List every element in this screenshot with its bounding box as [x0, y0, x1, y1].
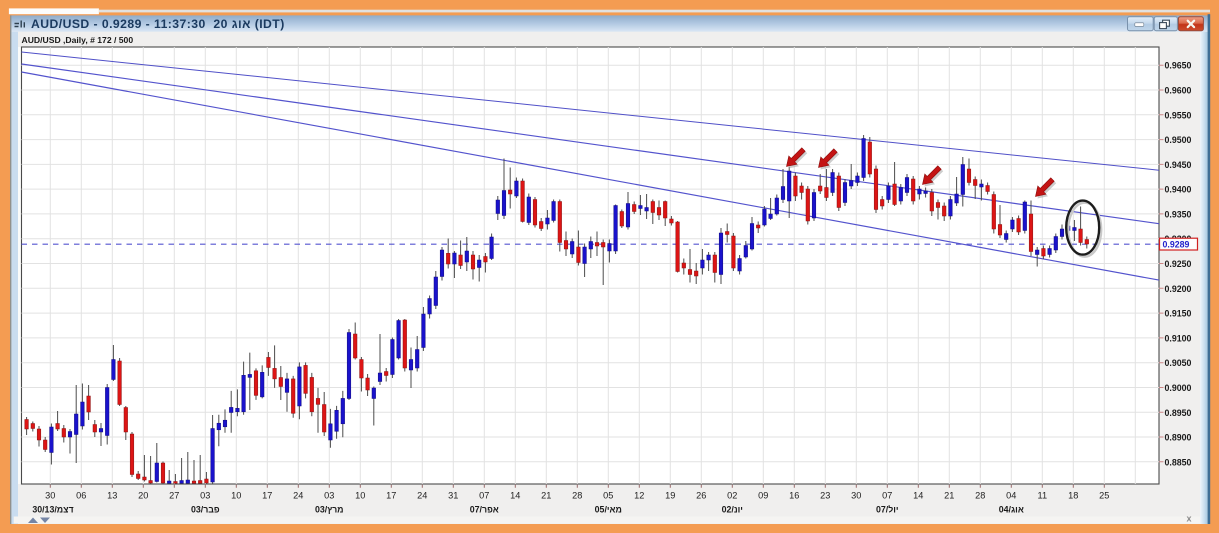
svg-text:10: 10 [231, 491, 241, 501]
svg-text:03/פבר: 03/פבר [191, 505, 220, 515]
svg-text:06: 06 [76, 491, 86, 501]
svg-text:17: 17 [262, 491, 272, 501]
svg-text:28: 28 [975, 491, 985, 501]
svg-text:10: 10 [355, 491, 365, 501]
svg-text:30/13/דצמ: 30/13/דצמ [32, 505, 73, 515]
svg-text:07: 07 [882, 491, 892, 501]
svg-text:05/מאי: 05/מאי [595, 505, 622, 515]
svg-text:0.8900: 0.8900 [1165, 433, 1192, 443]
svg-text:21: 21 [944, 491, 954, 501]
svg-text:03: 03 [200, 491, 210, 501]
svg-text:x: x [1186, 514, 1191, 524]
svg-text:0.9050: 0.9050 [1165, 358, 1192, 368]
svg-text:03/מרץ: 03/מרץ [315, 505, 344, 515]
svg-text:09: 09 [758, 491, 768, 501]
svg-text:0.8950: 0.8950 [1165, 408, 1192, 418]
svg-text:19: 19 [665, 491, 675, 501]
svg-text:0.9200: 0.9200 [1165, 284, 1192, 294]
svg-text:03: 03 [324, 491, 334, 501]
svg-text:20: 20 [138, 491, 148, 501]
svg-text:0.9000: 0.9000 [1165, 383, 1192, 393]
svg-text:31: 31 [448, 491, 458, 501]
svg-text:13: 13 [107, 491, 117, 501]
svg-text:0.9150: 0.9150 [1165, 309, 1192, 319]
svg-text:28: 28 [572, 491, 582, 501]
svg-text:02: 02 [727, 491, 737, 501]
svg-text:14: 14 [913, 491, 923, 501]
svg-text:0.9289: 0.9289 [1163, 240, 1190, 250]
svg-text:04: 04 [1006, 491, 1016, 501]
svg-text:AUD/USD - 0.9289 - 11:37:30 2: AUD/USD - 0.9289 - 11:37:30 20 אוג (IDT) [31, 17, 285, 31]
svg-text:05: 05 [603, 491, 613, 501]
svg-text:0.9250: 0.9250 [1165, 259, 1192, 269]
svg-text:0.9400: 0.9400 [1165, 185, 1192, 195]
svg-text:07/יול: 07/יול [876, 505, 899, 515]
svg-text:0.9500: 0.9500 [1165, 135, 1192, 145]
svg-text:07/אפר: 07/אפר [470, 505, 499, 515]
svg-text:0.9350: 0.9350 [1165, 209, 1192, 219]
svg-text:07: 07 [479, 491, 489, 501]
svg-text:25: 25 [1099, 491, 1109, 501]
svg-text:11: 11 [1038, 491, 1048, 501]
svg-text:0.9600: 0.9600 [1165, 86, 1192, 96]
svg-text:21: 21 [541, 491, 551, 501]
svg-text:26: 26 [696, 491, 706, 501]
svg-text:23: 23 [820, 491, 830, 501]
svg-text:0.9650: 0.9650 [1165, 61, 1192, 71]
svg-text:17: 17 [386, 491, 396, 501]
svg-text:16: 16 [789, 491, 799, 501]
svg-text:04/אוג: 04/אוג [999, 505, 1024, 515]
svg-text:30: 30 [851, 491, 861, 501]
svg-text:0.9550: 0.9550 [1165, 110, 1192, 120]
svg-text:24: 24 [417, 491, 427, 501]
svg-text:14: 14 [510, 491, 520, 501]
svg-text:02/יונ: 02/יונ [722, 505, 743, 515]
svg-text:18: 18 [1068, 491, 1078, 501]
svg-text:0.9450: 0.9450 [1165, 160, 1192, 170]
svg-text:0.8850: 0.8850 [1165, 457, 1192, 467]
svg-text:0.9100: 0.9100 [1165, 333, 1192, 343]
svg-text:27: 27 [169, 491, 179, 501]
svg-text:12: 12 [634, 491, 644, 501]
svg-text:24: 24 [293, 491, 303, 501]
svg-text:30: 30 [45, 491, 55, 501]
svg-text:AUD/USD ,Daily, # 172 / 500: AUD/USD ,Daily, # 172 / 500 [22, 35, 134, 45]
